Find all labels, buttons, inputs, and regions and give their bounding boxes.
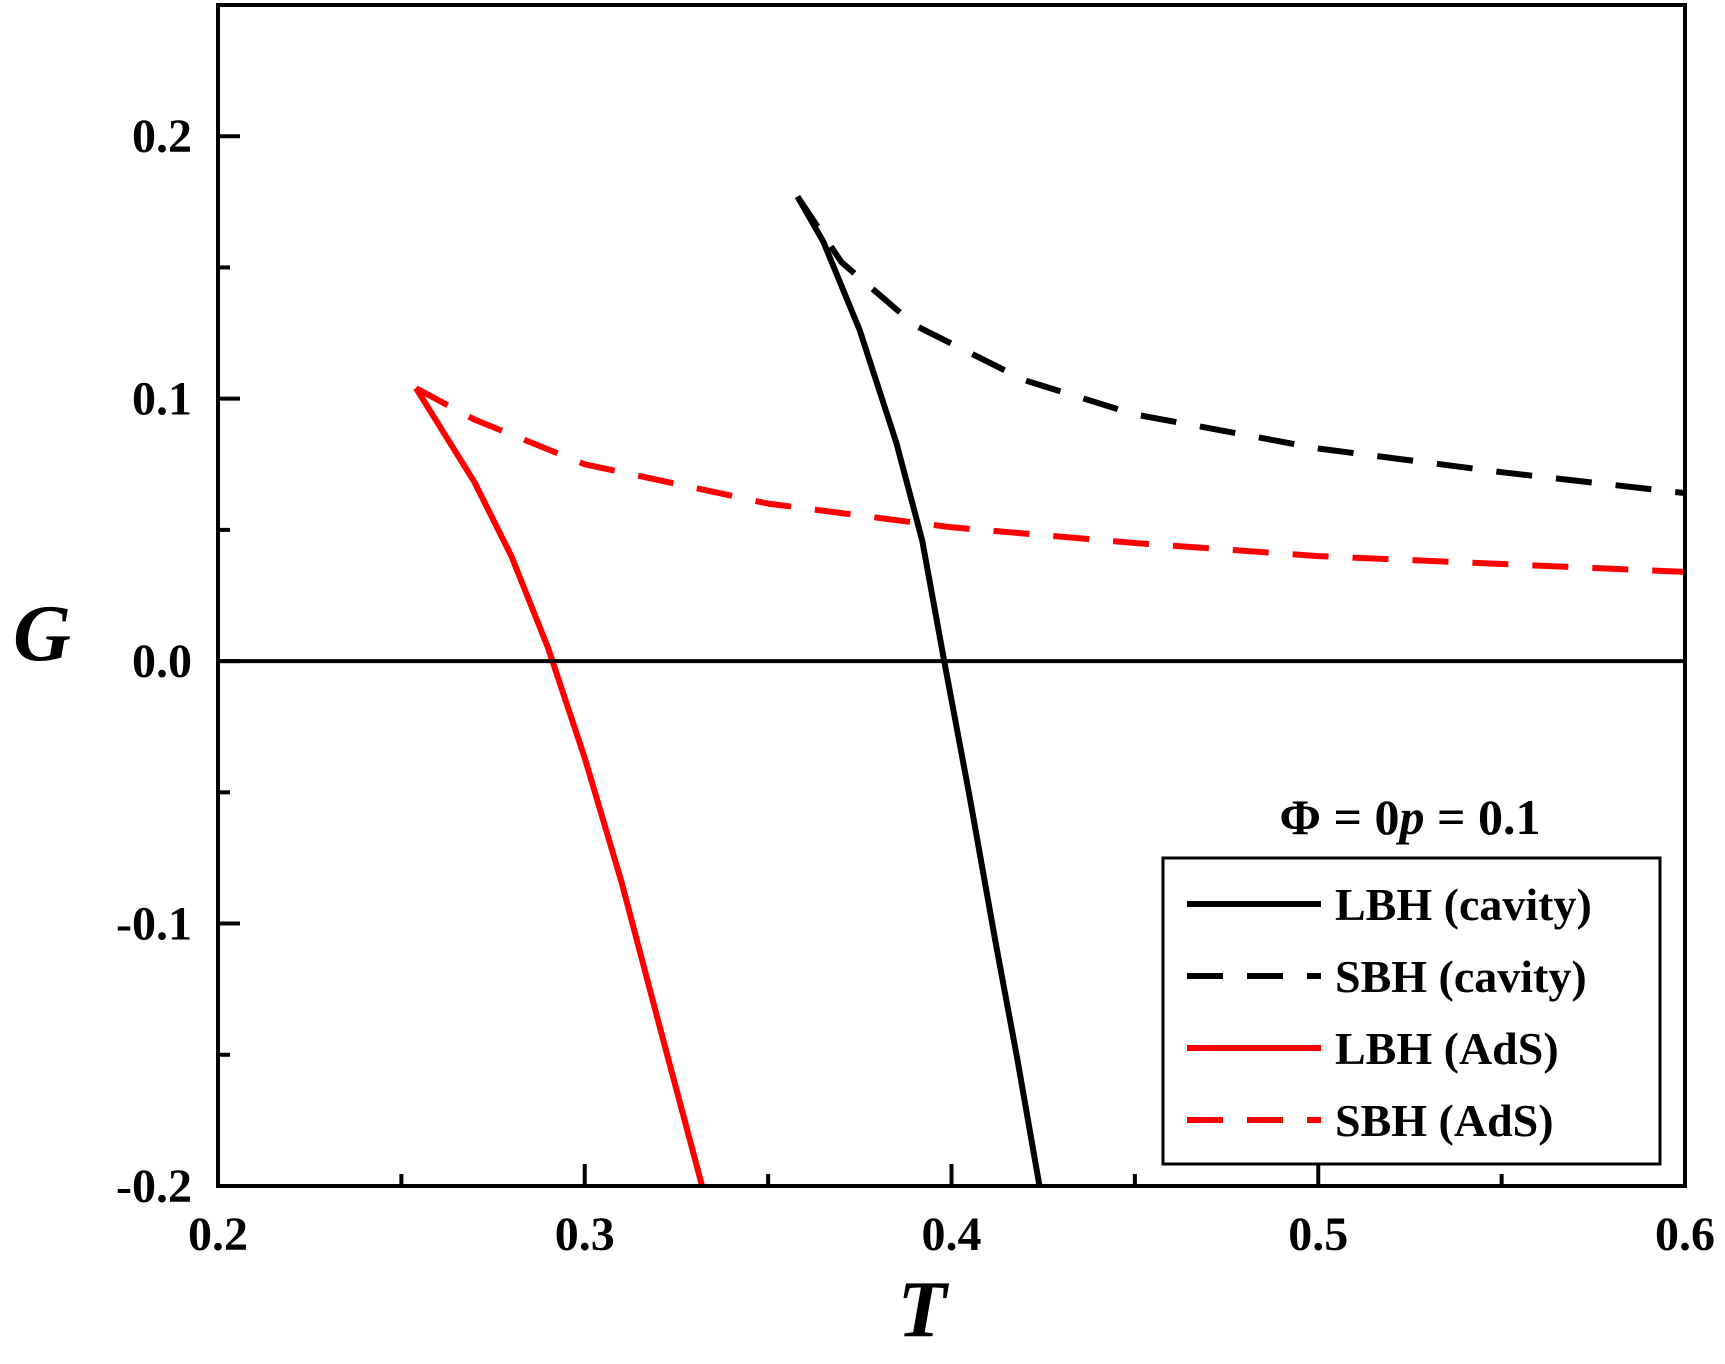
- plot-lines: [413, 194, 1685, 1186]
- x-ticks: 0.2 0.3 0.4 0.5 0.6: [188, 1164, 1715, 1261]
- legend-label-sbh-cavity: SBH (cavity): [1335, 951, 1587, 1002]
- x-axis-title: T: [898, 1266, 950, 1354]
- legend-label-sbh-ads: SBH (AdS): [1335, 1095, 1554, 1146]
- p-symbol: p: [1395, 789, 1424, 845]
- y-tick-label: -0.2: [116, 1160, 192, 1213]
- legend: LBH (cavity) SBH (cavity) LBH (AdS) SBH (Ad…: [1161, 856, 1662, 1166]
- y-tick-label: 0.0: [132, 635, 192, 688]
- x-tick-label: 0.4: [922, 1208, 982, 1261]
- x-tick-label: 0.6: [1655, 1208, 1715, 1261]
- legend-label-lbh-ads: LBH (AdS): [1335, 1023, 1559, 1074]
- phi-annotation: Φ = 0: [1280, 789, 1400, 845]
- x-tick-label: 0.2: [188, 1208, 248, 1261]
- series-line-sbh-cavity: [795, 194, 1685, 497]
- x-tick-label: 0.3: [555, 1208, 615, 1261]
- x-tick-label: 0.5: [1288, 1208, 1348, 1261]
- series-line-lbh-ads: [413, 386, 705, 1186]
- legend-box: [1161, 856, 1662, 1166]
- y-tick-label: 0.2: [132, 110, 192, 163]
- y-tick-label: 0.1: [132, 373, 192, 426]
- p-value: = 0.1: [1424, 789, 1540, 845]
- y-ticks: -0.2 -0.1 0.0 0.1 0.2: [116, 110, 240, 1213]
- series-line-sbh-ads: [414, 385, 1685, 575]
- y-axis-title: G: [13, 590, 71, 678]
- legend-label-lbh-cavity: LBH (cavity): [1335, 879, 1592, 930]
- series-line-lbh-cavity: [794, 195, 1043, 1186]
- parameter-annotation: Φ = 0p = 0.1: [1280, 789, 1541, 845]
- y-tick-label: -0.1: [116, 898, 192, 951]
